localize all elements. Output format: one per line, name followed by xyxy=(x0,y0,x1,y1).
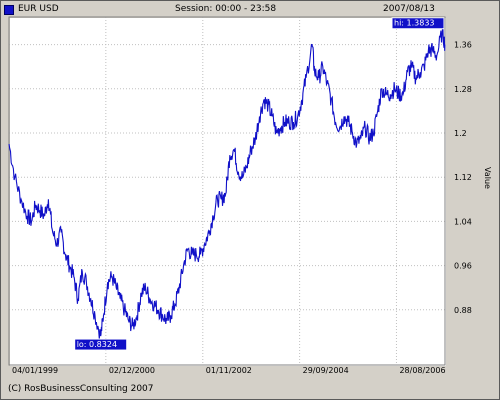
high-badge xyxy=(391,17,445,30)
high-label: hi: 1.3833 xyxy=(394,19,435,28)
y-tick-label: 1.2 xyxy=(454,129,467,138)
plot-border xyxy=(8,16,446,366)
plot-area xyxy=(10,18,446,366)
low-badge xyxy=(74,338,128,351)
y-tick-label: 1.04 xyxy=(454,217,472,226)
x-tick-label: 04/01/1999 xyxy=(12,366,58,375)
x-tick-label: 02/12/2000 xyxy=(109,366,155,375)
y-tick-label: 1.36 xyxy=(454,41,472,50)
series-layer xyxy=(8,26,446,340)
y-tick-label: 0.88 xyxy=(454,306,472,315)
y-tick-labels: 0.88 0.96 1.04 1.12 1.2 1.28 1.36 xyxy=(454,41,472,315)
y-axis-label: Value xyxy=(483,167,492,189)
x-tick-label: 28/08/2006 xyxy=(399,366,445,375)
y-tick-label: 0.96 xyxy=(454,262,472,271)
copyright-text: (C) RosBusinessConsulting 2007 xyxy=(8,384,154,394)
x-tick-label: 29/09/2004 xyxy=(303,366,349,375)
y-tick-label: 1.12 xyxy=(454,173,472,182)
date-label: 2007/08/13 xyxy=(383,4,435,14)
session-label: Session: 00:00 - 23:58 xyxy=(175,4,277,14)
x-tick-labels: 04/01/1999 02/12/2000 01/11/2002 29/09/2004… xyxy=(12,366,446,375)
series-line xyxy=(8,26,446,340)
series-color-swatch xyxy=(4,5,14,15)
low-label: lo: 0.8324 xyxy=(77,340,117,349)
grid-layer xyxy=(8,16,446,366)
y-tick-label: 1.28 xyxy=(454,85,472,94)
x-tick-label: 01/11/2002 xyxy=(206,366,252,375)
symbol-label: EUR USD xyxy=(18,4,59,14)
annotation-layer: lo: 0.8324 hi: 1.3833 xyxy=(74,17,445,351)
